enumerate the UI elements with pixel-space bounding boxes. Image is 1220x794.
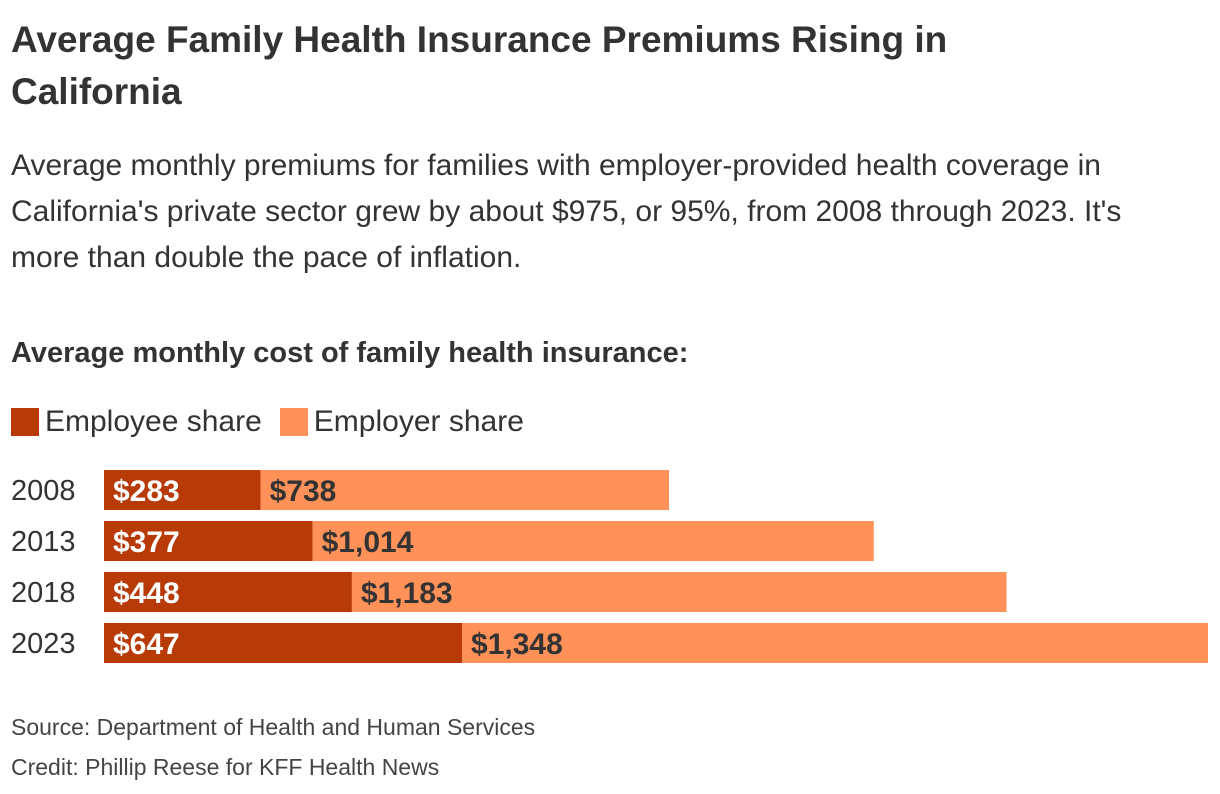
bar-employer-2013 — [312, 521, 874, 561]
stacked-bar-chart: 2008 $283 $738 2013 $377 $1,014 2018 $448 $1,183… — [11, 470, 1209, 663]
credit-note: Credit: Phillip Reese for KFF Health New… — [11, 754, 440, 780]
year-label-2008: 2008 — [11, 475, 76, 507]
legend-item-employer: Employer share — [279, 405, 524, 439]
year-label-2023: 2023 — [11, 628, 76, 660]
value-label-employer-2018: $1,183 — [361, 577, 453, 610]
bar-employer-2018 — [351, 572, 1007, 612]
chart-heading: Average monthly cost of family health in… — [11, 337, 689, 369]
value-label-employee-2008: $283 — [113, 475, 180, 508]
value-label-employee-2013: $377 — [113, 526, 180, 559]
value-label-employee-2018: $448 — [113, 577, 180, 610]
legend-label-employer: Employer share — [313, 405, 524, 438]
chart-subtitle: Average monthly premiums for families wi… — [11, 149, 1122, 274]
bar-employer-2023 — [462, 623, 1209, 663]
legend-item-employee: Employee share — [11, 405, 262, 439]
legend-swatch-employee — [11, 408, 39, 436]
year-label-2018: 2018 — [11, 577, 76, 609]
bar-employee-2013 — [104, 521, 313, 561]
legend-label-employee: Employee share — [45, 405, 262, 438]
legend-swatch-employer — [279, 408, 308, 436]
bar-employee-2023 — [104, 623, 463, 663]
value-label-employer-2013: $1,014 — [322, 526, 414, 559]
source-note: Source: Department of Health and Human S… — [11, 714, 536, 740]
bar-employee-2018 — [104, 572, 352, 612]
value-label-employer-2008: $738 — [270, 475, 337, 508]
bar-employee-2008 — [104, 470, 261, 510]
value-label-employee-2023: $647 — [113, 628, 180, 661]
legend: Employee share Employer share — [11, 402, 542, 442]
value-label-employer-2023: $1,348 — [471, 628, 563, 661]
chart-title: Average Family Health Insurance Premiums… — [11, 19, 948, 112]
year-label-2013: 2013 — [11, 526, 76, 558]
bar-employer-2008 — [260, 470, 670, 510]
